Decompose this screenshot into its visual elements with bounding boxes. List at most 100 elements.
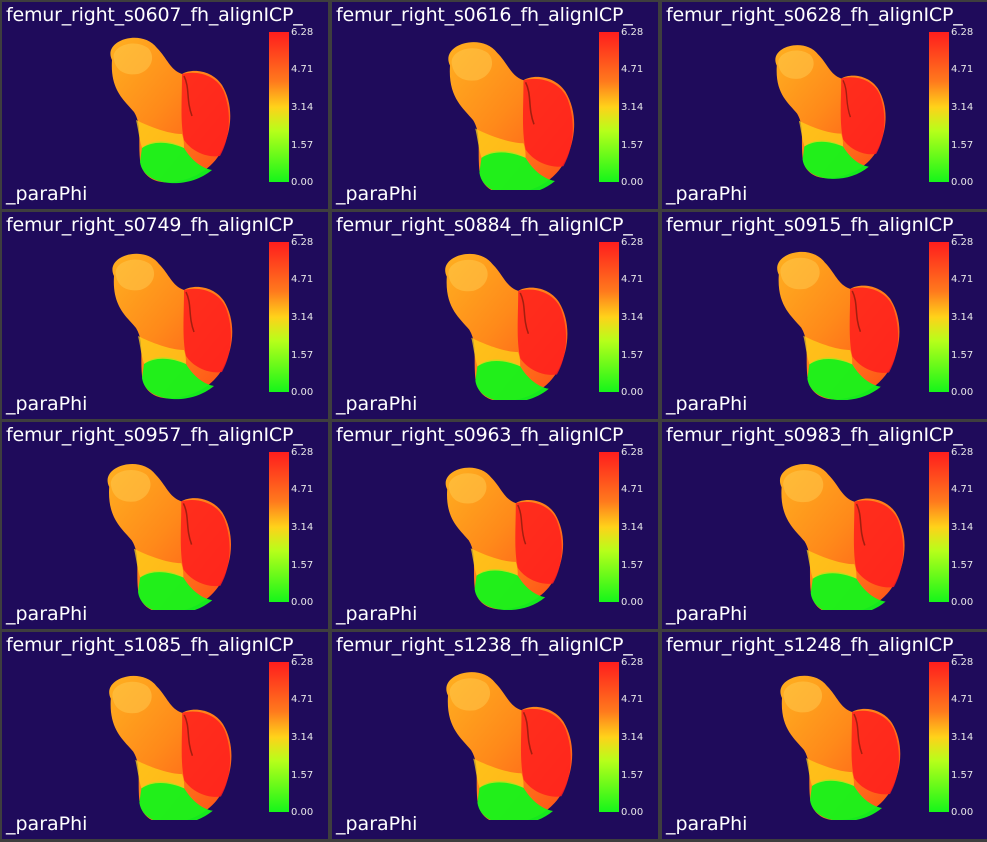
colorbar-tick: 1.57 xyxy=(951,140,974,151)
panel-title: femur_right_s1248_fh_alignICP_ xyxy=(666,634,963,656)
render-panel[interactable]: femur_right_s0749_fh_alignICP_ 6.28 4.71… xyxy=(2,212,328,419)
femur-mesh xyxy=(448,42,575,190)
colorbar-tick: 6.28 xyxy=(951,27,974,38)
colorbar-gradient xyxy=(599,242,619,392)
femur-mesh xyxy=(445,253,568,400)
colorbar-gradient xyxy=(929,242,949,392)
field-label: _paraPhi xyxy=(666,603,748,625)
colorbar-tick: 0.00 xyxy=(621,177,644,188)
colorbar-tick: 6.28 xyxy=(621,27,644,38)
panel-title: femur_right_s0957_fh_alignICP_ xyxy=(6,424,303,446)
render-panel[interactable]: femur_right_s1085_fh_alignICP_ 6.28 4.71… xyxy=(2,632,328,839)
field-label: _paraPhi xyxy=(666,183,748,205)
field-label: _paraPhi xyxy=(6,183,88,205)
femur-mesh xyxy=(779,464,905,610)
femur-mesh xyxy=(777,251,900,400)
colorbar-tick: 4.71 xyxy=(291,274,314,285)
panel-title: femur_right_s0628_fh_alignICP_ xyxy=(666,4,963,26)
colorbar-tick: 3.14 xyxy=(291,732,314,743)
colorbar-tick: 4.71 xyxy=(951,694,974,705)
femur-mesh xyxy=(112,253,233,400)
colorbar-gradient xyxy=(599,662,619,812)
femur-surface xyxy=(107,464,231,610)
render-panel[interactable]: femur_right_s0983_fh_alignICP_ 6.28 4.71… xyxy=(662,422,987,629)
colorbar-tick: 0.00 xyxy=(951,387,974,398)
colorbar-tick: 1.57 xyxy=(951,770,974,781)
render-panel[interactable]: femur_right_s0628_fh_alignICP_ 6.28 4.71… xyxy=(662,2,987,209)
colorbar-gradient xyxy=(929,32,949,182)
colorbar-tick: 6.28 xyxy=(621,447,644,458)
panel-title: femur_right_s0749_fh_alignICP_ xyxy=(6,214,303,236)
colorbar-gradient xyxy=(929,452,949,602)
render-panel[interactable]: femur_right_s0915_fh_alignICP_ 6.28 4.71… xyxy=(662,212,987,419)
colorbar-tick: 4.71 xyxy=(621,64,644,75)
render-panel[interactable]: femur_right_s0963_fh_alignICP_ 6.28 4.71… xyxy=(332,422,658,629)
colorbar-tick: 0.00 xyxy=(291,387,314,398)
render-panel[interactable]: femur_right_s1248_fh_alignICP_ 6.28 4.71… xyxy=(662,632,987,839)
colorbar-tick: 0.00 xyxy=(951,597,974,608)
field-label: _paraPhi xyxy=(6,603,88,625)
field-label: _paraPhi xyxy=(336,393,418,415)
femur-mesh xyxy=(775,45,886,179)
colorbar-tick: 3.14 xyxy=(291,522,314,533)
field-label: _paraPhi xyxy=(336,813,418,835)
colorbar-tick: 3.14 xyxy=(621,732,644,743)
femur-surface xyxy=(445,467,564,610)
femur-surface xyxy=(109,675,232,820)
colorbar-tick: 3.14 xyxy=(951,732,974,743)
colorbar-tick: 3.14 xyxy=(951,102,974,113)
render-panel[interactable]: femur_right_s1238_fh_alignICP_ 6.28 4.71… xyxy=(332,632,658,839)
colorbar-tick: 0.00 xyxy=(621,807,644,818)
colorbar-tick: 4.71 xyxy=(621,484,644,495)
panel-title: femur_right_s0983_fh_alignICP_ xyxy=(666,424,963,446)
colorbar-tick: 6.28 xyxy=(291,237,314,248)
colorbar-tick: 6.28 xyxy=(621,657,644,668)
colorbar-tick: 1.57 xyxy=(291,350,314,361)
render-panel[interactable]: femur_right_s0607_fh_alignICP_ 6.28 4.71… xyxy=(2,2,328,209)
colorbar-tick: 0.00 xyxy=(291,177,314,188)
colorbar-tick: 6.28 xyxy=(951,447,974,458)
colorbar-tick: 1.57 xyxy=(621,350,644,361)
panel-title: femur_right_s1238_fh_alignICP_ xyxy=(336,634,633,656)
femur-surface xyxy=(446,672,573,820)
colorbar-tick: 3.14 xyxy=(951,312,974,323)
colorbar-tick: 0.00 xyxy=(951,177,974,188)
field-label: _paraPhi xyxy=(336,603,418,625)
colorbar-gradient xyxy=(929,662,949,812)
colorbar-gradient xyxy=(269,242,289,392)
colorbar-tick: 4.71 xyxy=(291,484,314,495)
render-panel[interactable]: femur_right_s0957_fh_alignICP_ 6.28 4.71… xyxy=(2,422,328,629)
femur-surface xyxy=(775,45,886,179)
femur-surface xyxy=(779,464,905,610)
femur-surface xyxy=(780,675,901,820)
femur-surface xyxy=(448,42,575,190)
colorbar-tick: 6.28 xyxy=(291,447,314,458)
render-panel[interactable]: femur_right_s0884_fh_alignICP_ 6.28 4.71… xyxy=(332,212,658,419)
colorbar-tick: 4.71 xyxy=(951,274,974,285)
render-panel[interactable]: femur_right_s0616_fh_alignICP_ 6.28 4.71… xyxy=(332,2,658,209)
femur-mesh xyxy=(780,675,901,820)
colorbar-tick: 4.71 xyxy=(621,694,644,705)
colorbar-tick: 4.71 xyxy=(951,64,974,75)
femur-surface xyxy=(112,253,233,400)
colorbar-gradient xyxy=(269,32,289,182)
colorbar-tick: 1.57 xyxy=(621,140,644,151)
colorbar-tick: 1.57 xyxy=(621,560,644,571)
femur-mesh xyxy=(446,672,573,820)
panel-title: femur_right_s0915_fh_alignICP_ xyxy=(666,214,963,236)
femur-surface xyxy=(445,253,568,400)
femur-mesh xyxy=(107,464,231,610)
colorbar-tick: 4.71 xyxy=(621,274,644,285)
colorbar-gradient xyxy=(269,452,289,602)
field-label: _paraPhi xyxy=(336,183,418,205)
colorbar-tick: 6.28 xyxy=(291,657,314,668)
colorbar-tick: 3.14 xyxy=(291,312,314,323)
colorbar-tick: 0.00 xyxy=(951,807,974,818)
panel-title: femur_right_s1085_fh_alignICP_ xyxy=(6,634,303,656)
field-label: _paraPhi xyxy=(6,813,88,835)
colorbar-tick: 3.14 xyxy=(291,102,314,113)
colorbar-tick: 6.28 xyxy=(291,27,314,38)
panel-title: femur_right_s0963_fh_alignICP_ xyxy=(336,424,633,446)
colorbar-tick: 1.57 xyxy=(291,770,314,781)
